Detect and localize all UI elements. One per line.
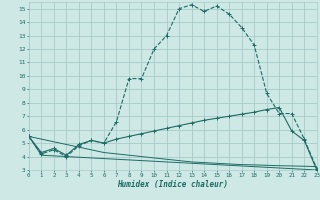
- X-axis label: Humidex (Indice chaleur): Humidex (Indice chaleur): [117, 180, 228, 189]
